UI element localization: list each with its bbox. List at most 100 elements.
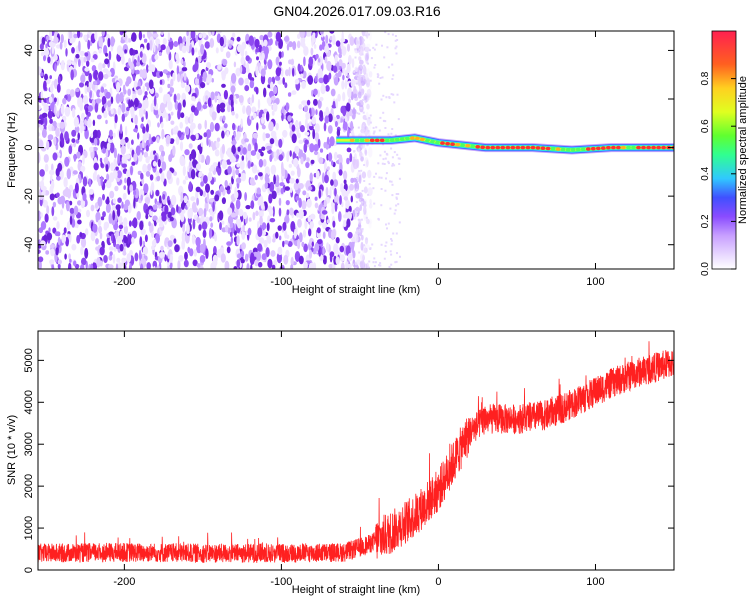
spectrogram-noise-cell bbox=[65, 48, 68, 57]
spectrogram-noise-cell bbox=[178, 255, 184, 262]
spectrogram-noise-cell bbox=[346, 147, 352, 153]
spectrogram-noise-cell bbox=[391, 63, 394, 66]
spectrogram-noise-cell bbox=[236, 235, 240, 246]
spectrogram-noise-cell bbox=[366, 43, 371, 48]
spectrogram-noise-cell bbox=[352, 209, 356, 218]
spectrogram-noise-cell bbox=[303, 261, 308, 269]
spectrogram-noise-cell bbox=[354, 48, 357, 51]
spectrogram-noise-cell bbox=[390, 239, 393, 242]
spectrogram-noise-cell bbox=[110, 108, 115, 115]
spectrogram-noise-cell bbox=[313, 98, 318, 106]
spectrogram-noise-cell bbox=[96, 114, 102, 120]
spectrogram-noise-cell bbox=[361, 228, 364, 231]
spectrogram-noise-cell bbox=[281, 167, 286, 177]
spectrogram-noise-cell bbox=[356, 179, 359, 181]
spectrogram-noise-cell bbox=[187, 246, 191, 253]
spectrogram-noise-cell bbox=[214, 122, 220, 132]
spectrogram-noise-cell bbox=[40, 72, 44, 77]
spectrogram-noise-cell bbox=[122, 84, 126, 94]
spectrogram-peak-cell bbox=[555, 147, 561, 151]
spectrogram-noise-cell bbox=[81, 112, 85, 121]
spectrogram-noise-cell bbox=[157, 159, 161, 168]
spectrogram-noise-cell bbox=[384, 157, 387, 160]
snr-y-tick-label: 1000 bbox=[23, 516, 35, 540]
spectrogram-peak-cell bbox=[490, 145, 496, 150]
spectrogram-noise-cell bbox=[368, 84, 372, 90]
spectrogram-noise-cell bbox=[259, 34, 264, 41]
spectrogram-noise-cell bbox=[57, 259, 62, 265]
spectrogram-noise-cell bbox=[365, 238, 368, 240]
spectrogram-noise-cell bbox=[319, 96, 324, 102]
colorbar-tick-label: 0.8 bbox=[700, 71, 711, 85]
spectrogram-noise-cell bbox=[324, 161, 327, 172]
spectrogram-noise-cell bbox=[131, 139, 134, 145]
spectrogram-noise-cell bbox=[99, 91, 105, 98]
spectrogram-noise-cell bbox=[255, 65, 259, 77]
spectrogram-noise-cell bbox=[385, 96, 388, 99]
spectrogram-noise-cell bbox=[231, 32, 236, 38]
spectrogram-noise-cell bbox=[158, 144, 164, 153]
spectrogram-noise-cell bbox=[360, 128, 365, 136]
spectrogram-noise-cell bbox=[61, 234, 67, 244]
snr-x-axis-label: Height of straight line (km) bbox=[292, 584, 420, 596]
spectrogram-noise-cell bbox=[245, 55, 250, 62]
spectrogram-noise-cell bbox=[369, 79, 372, 82]
chart-title: GN04.2026.017.09.03.R16 bbox=[273, 3, 441, 19]
spectrogram-noise-cell bbox=[286, 209, 290, 216]
spectrogram-noise-cell bbox=[174, 244, 180, 253]
spectrogram-noise-cell bbox=[310, 213, 316, 220]
spectrogram-noise-cell bbox=[120, 145, 126, 155]
spectrogram-noise-cell bbox=[298, 183, 304, 189]
spectrogram-noise-cell bbox=[108, 254, 113, 261]
spectrogram-noise-cell bbox=[50, 174, 53, 182]
spectrogram-noise-cell bbox=[91, 65, 97, 72]
spectrogram-noise-cell bbox=[250, 150, 257, 156]
spectrogram-peak-cell bbox=[435, 140, 440, 145]
spectrogram-noise-cell bbox=[369, 121, 372, 124]
spectrogram-noise-cell bbox=[132, 74, 136, 82]
spectrogram-noise-cell bbox=[379, 116, 382, 119]
spectrogram-noise-cell bbox=[391, 78, 394, 80]
spectrogram-noise-cell bbox=[131, 230, 137, 239]
spectrogram-noise-cell bbox=[359, 260, 366, 269]
spectrogram-noise-cell bbox=[126, 106, 130, 112]
spectrogram-noise-cell bbox=[57, 162, 63, 172]
spectrogram-noise-cell bbox=[176, 65, 180, 76]
spectrogram-noise-cell bbox=[54, 104, 57, 116]
spectrogram-noise-cell bbox=[38, 152, 41, 163]
spectrogram-peak-cell bbox=[580, 147, 586, 152]
spectrogram-noise-cell bbox=[391, 156, 394, 159]
spectrogram-noise-cell bbox=[141, 68, 147, 79]
spectrogram-noise-cell bbox=[38, 249, 41, 255]
spectrogram-noise-cell bbox=[384, 127, 387, 129]
spectrogram-noise-cell bbox=[356, 232, 359, 235]
spectrogram-peak-cell bbox=[430, 139, 435, 144]
spectrogram-noise-cell bbox=[63, 227, 67, 234]
spectrogram-peak-cell bbox=[505, 145, 511, 150]
spectrogram-noise-cell bbox=[235, 199, 241, 210]
spectrogram-noise-cell bbox=[60, 59, 65, 71]
spectrogram-noise-cell bbox=[44, 73, 48, 81]
spectrogram-noise-cell bbox=[221, 83, 226, 88]
spectrogram-noise-cell bbox=[45, 250, 50, 255]
spectrogram-noise-cell bbox=[311, 241, 314, 247]
spectrogram-noise-cell bbox=[99, 246, 105, 256]
spectrogram-noise-cell bbox=[343, 179, 347, 185]
spectrogram-noise-cell bbox=[221, 70, 227, 77]
spectrogram-noise-cell bbox=[325, 186, 329, 197]
spectrogram-noise-cell bbox=[271, 96, 276, 101]
spectrogram-noise-cell bbox=[106, 196, 110, 204]
spectrogram-noise-cell bbox=[203, 132, 208, 138]
spectrogram-noise-cell bbox=[387, 162, 390, 165]
spectrogram-noise-cell bbox=[59, 121, 65, 129]
spectrogram-noise-cell bbox=[311, 89, 314, 97]
spectrogram-noise-cell bbox=[357, 50, 360, 53]
spectrogram-noise-cell bbox=[393, 212, 396, 215]
spectrogram-noise-cell bbox=[124, 177, 127, 184]
spectrogram-noise-cell bbox=[40, 179, 45, 191]
spectrogram-noise-cell bbox=[275, 56, 280, 66]
spectrogram-noise-cell bbox=[377, 162, 380, 165]
spectrogram-noise-cell bbox=[287, 115, 292, 122]
spectrogram-noise-cell bbox=[395, 193, 398, 195]
